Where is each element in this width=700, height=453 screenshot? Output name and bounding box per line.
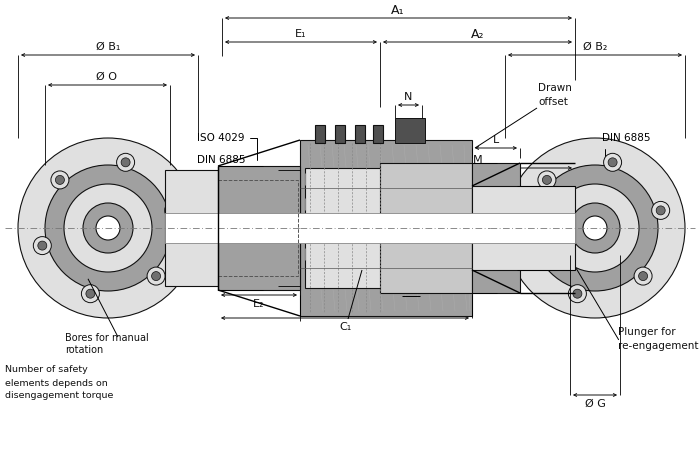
Ellipse shape	[169, 206, 178, 215]
Ellipse shape	[164, 202, 183, 219]
Text: Cover: Cover	[386, 293, 417, 303]
Text: elements depends on: elements depends on	[5, 379, 108, 387]
Ellipse shape	[608, 158, 617, 167]
Ellipse shape	[532, 165, 658, 291]
Ellipse shape	[638, 272, 648, 280]
Ellipse shape	[121, 158, 130, 167]
Text: disengagement torque: disengagement torque	[5, 391, 113, 400]
Ellipse shape	[45, 165, 171, 291]
Bar	[315, 125, 325, 143]
Text: Number of safety: Number of safety	[5, 366, 88, 375]
Text: rotation: rotation	[65, 345, 104, 355]
Text: F7: F7	[290, 206, 296, 214]
Ellipse shape	[117, 153, 134, 171]
Ellipse shape	[525, 241, 534, 250]
Text: segments: segments	[350, 279, 401, 289]
Bar	[218, 180, 298, 276]
Text: Ø F: Ø F	[244, 219, 254, 236]
Text: A₁: A₁	[391, 4, 405, 16]
Ellipse shape	[34, 236, 51, 255]
Bar	[472, 186, 575, 270]
Bar	[373, 125, 383, 143]
Text: L: L	[493, 135, 499, 145]
Ellipse shape	[573, 289, 582, 298]
Ellipse shape	[81, 284, 99, 303]
Text: ISO 4029: ISO 4029	[197, 133, 257, 160]
Text: Drawn: Drawn	[538, 83, 572, 93]
Ellipse shape	[51, 171, 69, 189]
Text: offset: offset	[538, 97, 568, 107]
Text: Bores for manual: Bores for manual	[65, 333, 148, 343]
Ellipse shape	[603, 153, 622, 171]
Text: Ø B₁: Ø B₁	[96, 42, 120, 52]
Ellipse shape	[147, 267, 165, 285]
Ellipse shape	[96, 216, 120, 240]
Text: Ø D₁: Ø D₁	[282, 196, 291, 216]
Text: F7: F7	[509, 218, 515, 226]
Ellipse shape	[55, 175, 64, 184]
Text: E₂: E₂	[253, 299, 265, 309]
Text: M: M	[473, 155, 483, 165]
Ellipse shape	[520, 236, 538, 255]
Ellipse shape	[64, 184, 152, 272]
Ellipse shape	[583, 216, 607, 240]
Ellipse shape	[551, 184, 639, 272]
Text: Ø B₂: Ø B₂	[583, 42, 607, 52]
Text: (removable): (removable)	[370, 306, 434, 316]
Text: C₁: C₁	[339, 322, 351, 332]
Bar	[305, 168, 467, 288]
Ellipse shape	[538, 171, 556, 189]
Ellipse shape	[38, 241, 47, 250]
Ellipse shape	[568, 284, 587, 303]
Text: ISO 4029: ISO 4029	[440, 164, 517, 190]
Text: N: N	[404, 92, 412, 102]
Text: C₂: C₂	[472, 195, 484, 205]
Bar	[380, 163, 472, 293]
Ellipse shape	[652, 202, 670, 219]
Text: Ø G: Ø G	[584, 399, 606, 409]
Text: DIN 6885: DIN 6885	[602, 133, 650, 167]
Ellipse shape	[505, 138, 685, 318]
Text: DIN 6885: DIN 6885	[197, 155, 247, 175]
Text: re-engagement: re-engagement	[618, 341, 699, 351]
Bar	[395, 118, 425, 143]
Ellipse shape	[83, 203, 133, 253]
Bar	[335, 125, 345, 143]
Text: Ø O: Ø O	[97, 72, 118, 82]
Bar	[165, 213, 575, 243]
Ellipse shape	[86, 289, 95, 298]
Text: E₁: E₁	[295, 29, 307, 39]
Ellipse shape	[18, 138, 198, 318]
Bar	[355, 125, 365, 143]
Bar	[472, 163, 520, 293]
Text: A₂: A₂	[471, 28, 484, 40]
Ellipse shape	[152, 272, 160, 280]
Text: Ø P: Ø P	[525, 219, 535, 237]
Text: K: K	[337, 207, 344, 217]
Ellipse shape	[656, 206, 665, 215]
Ellipse shape	[634, 267, 652, 285]
Ellipse shape	[542, 175, 552, 184]
Text: Elastomer: Elastomer	[350, 267, 402, 277]
Text: C₃: C₃	[430, 260, 443, 270]
Bar	[165, 170, 222, 286]
Ellipse shape	[570, 203, 620, 253]
Text: Plunger for: Plunger for	[618, 327, 676, 337]
Text: Ø D₂: Ø D₂	[501, 208, 510, 228]
Bar	[218, 166, 300, 290]
Bar	[0, 448, 7, 453]
Bar	[300, 140, 472, 316]
